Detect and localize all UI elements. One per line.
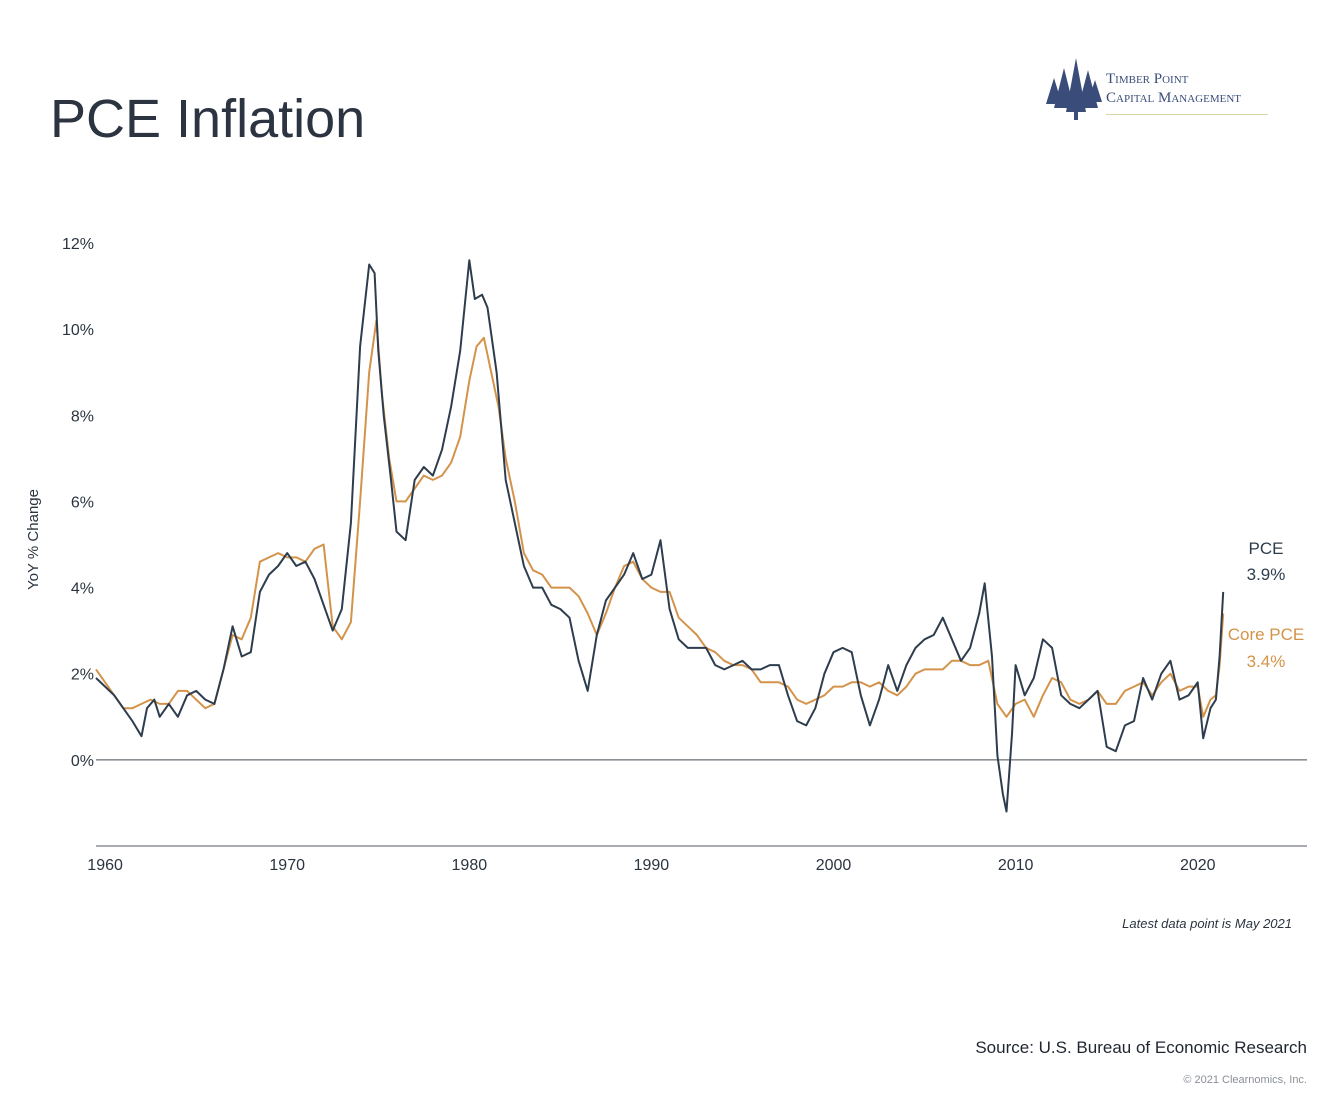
page-title: PCE Inflation	[50, 89, 366, 149]
y-tick-label: 12%	[62, 236, 94, 253]
y-tick-label: 4%	[71, 581, 94, 598]
x-tick-label: 2010	[998, 857, 1034, 874]
source-text: Source: U.S. Bureau of Economic Research	[975, 1038, 1307, 1057]
x-tick-label: 2020	[1180, 857, 1216, 874]
x-tick-label: 1960	[87, 857, 123, 874]
y-tick-label: 8%	[71, 408, 94, 425]
y-axis: 0% 2% 4% 6% 8% 10% 12%	[62, 236, 94, 770]
series-line-pce	[95, 259, 1225, 813]
y-tick-label: 6%	[71, 494, 94, 511]
logo-text: Timber Point Capital Management	[1106, 70, 1241, 108]
series-value-pce: 3.9%	[1247, 565, 1286, 584]
x-tick-label: 2000	[816, 857, 852, 874]
series-value-core-pce: 3.4%	[1247, 652, 1286, 671]
x-tick-label: 1990	[634, 857, 670, 874]
series-name-pce: PCE	[1249, 539, 1284, 558]
x-tick-label: 1980	[452, 857, 488, 874]
x-axis: 1960 1970 1980 1990 2000 2010 2020	[87, 857, 1215, 874]
x-tick-label: 1970	[269, 857, 305, 874]
series-end-labels: PCE 3.9% Core PCE 3.4%	[1228, 539, 1305, 671]
logo-line1: Timber Point	[1106, 71, 1189, 87]
y-tick-label: 0%	[71, 753, 94, 770]
series-name-core-pce: Core PCE	[1228, 625, 1305, 644]
latest-data-note: Latest data point is May 2021	[1122, 916, 1292, 931]
y-axis-label: YoY % Change	[25, 489, 42, 590]
y-tick-label: 2%	[71, 667, 94, 684]
y-tick-label: 10%	[62, 322, 94, 339]
logo-line2: Capital Management	[1106, 90, 1241, 106]
copyright-text: © 2021 Clearnomics, Inc.	[1183, 1074, 1307, 1086]
logo-underline	[1106, 114, 1268, 115]
trees-logo-icon	[1046, 58, 1102, 120]
